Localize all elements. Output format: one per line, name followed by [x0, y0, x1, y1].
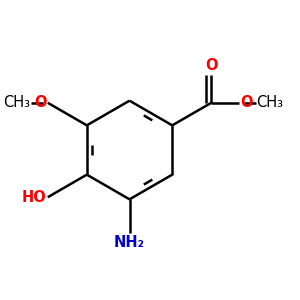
Text: O: O — [240, 95, 253, 110]
Text: O: O — [34, 95, 47, 110]
Text: HO: HO — [22, 190, 46, 205]
Text: CH₃: CH₃ — [256, 95, 284, 110]
Text: O: O — [205, 58, 217, 73]
Text: CH₃: CH₃ — [3, 95, 30, 110]
Text: NH₂: NH₂ — [114, 235, 145, 250]
